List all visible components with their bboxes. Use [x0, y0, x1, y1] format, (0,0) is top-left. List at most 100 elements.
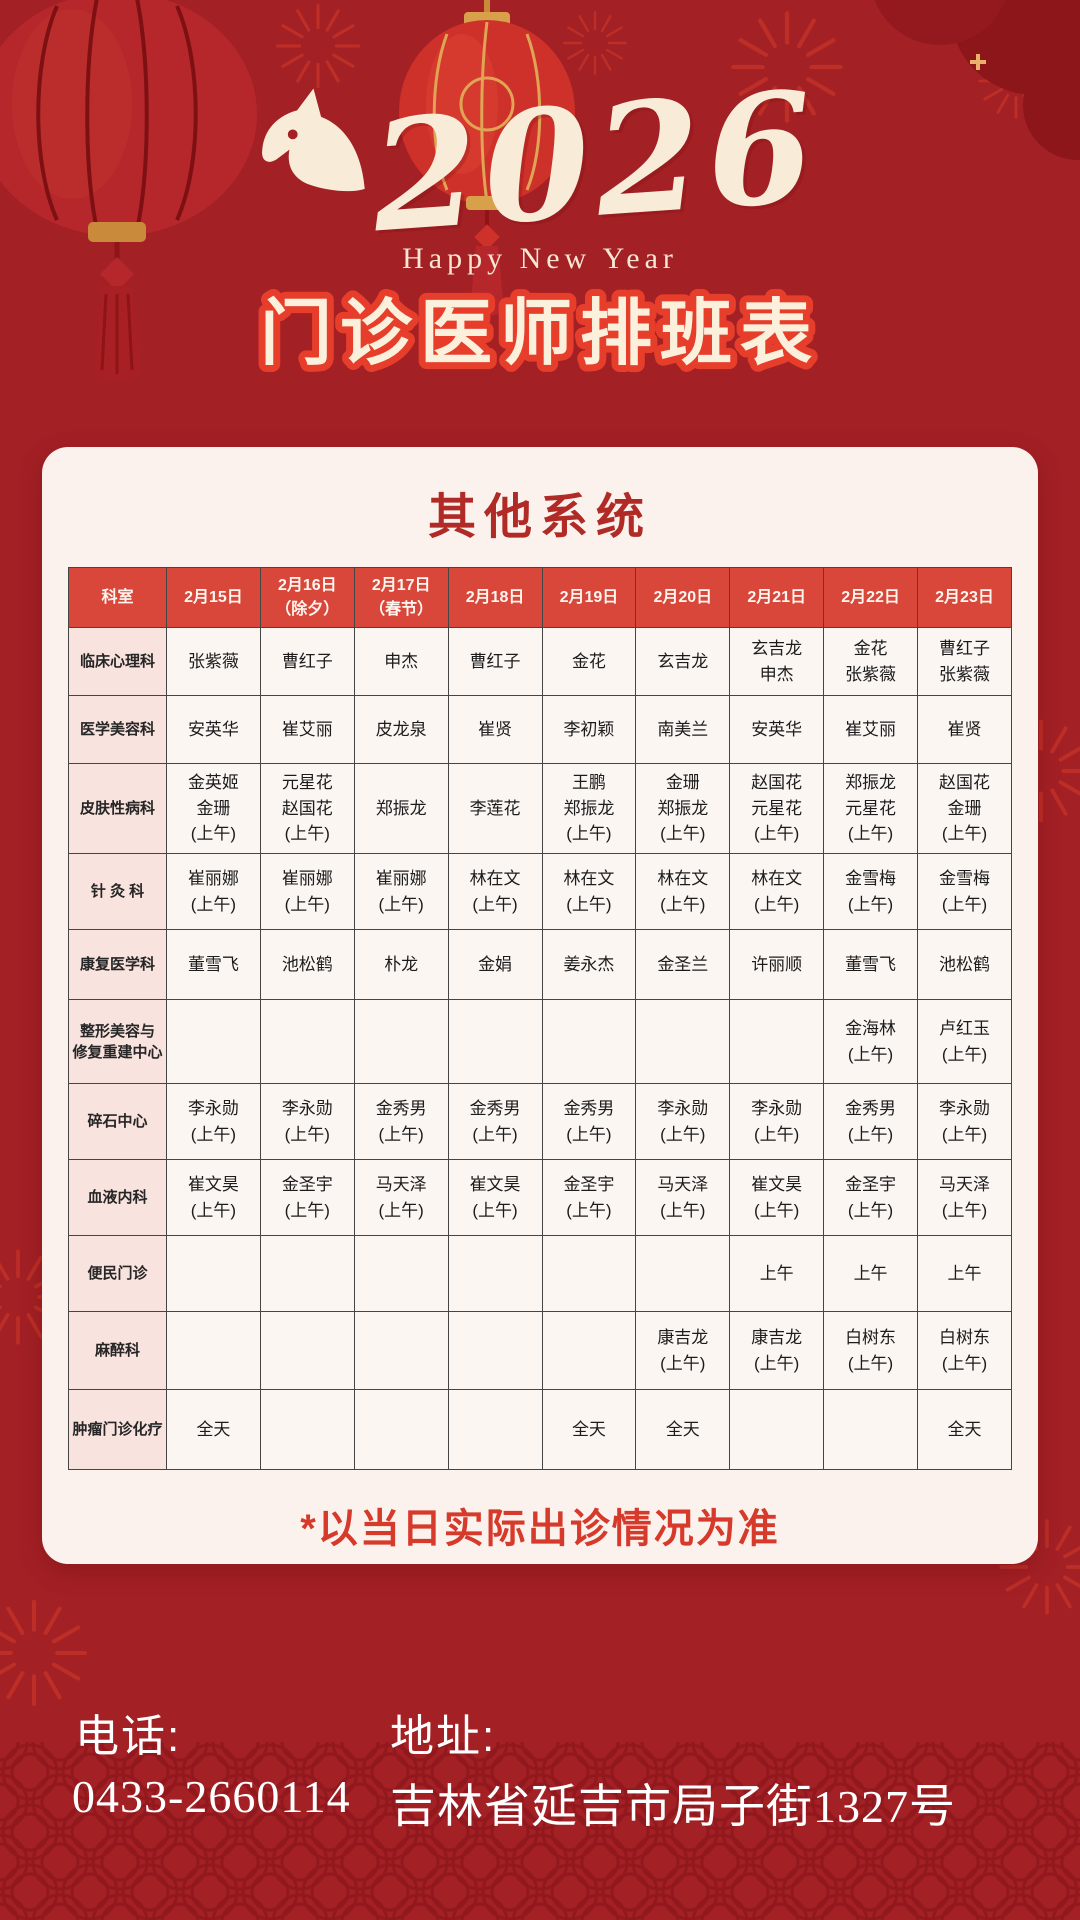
schedule-cell: [823, 1389, 918, 1470]
table-row: 血液内科 崔文昊 (上午) 金圣宇 (上午) 马天泽 (上午) 崔文昊 (上午) 金圣宇 …: [68, 1159, 1012, 1236]
schedule-cell: [447, 1235, 543, 1312]
schedule-cell: [353, 1389, 449, 1470]
schedule-cell: 董雪飞: [823, 929, 918, 1000]
schedule-card: 其他系统 科室 2月15日 2月16日 （除夕） 2月17日 （春节） 2月18日 2月1…: [42, 447, 1038, 1564]
dept-cell: 医学美容科: [68, 695, 167, 764]
schedule-cell: 李莲花: [447, 763, 543, 854]
schedule-cell: 元星花 赵国花 (上午): [259, 763, 355, 854]
schedule-cell: 崔丽娜 (上午): [353, 853, 449, 930]
schedule-table: 科室 2月15日 2月16日 （除夕） 2月17日 （春节） 2月18日 2月19日 2月2…: [68, 567, 1012, 1470]
schedule-cell: 姜永杰: [541, 929, 637, 1000]
dept-cell: 临床心理科: [68, 627, 167, 696]
schedule-cell: 金秀男 (上午): [823, 1083, 918, 1160]
schedule-cell: 安英华: [166, 695, 261, 764]
schedule-cell: 玄吉龙 申杰: [729, 627, 825, 696]
dept-cell: 肿瘤门诊化疗: [68, 1389, 167, 1470]
table-row: 麻醉科 康吉龙 (上午) 康吉龙 (上午) 白树东 (上午) 白树东 (上午): [68, 1311, 1012, 1390]
address-label: 地址:: [390, 1712, 497, 1761]
schedule-cell: 崔贤: [917, 695, 1012, 764]
schedule-cell: 崔文昊 (上午): [447, 1159, 543, 1236]
table-row: 碎石中心 李永勋 (上午) 李永勋 (上午) 金秀男 (上午) 金秀男 (上午) 金秀男 …: [68, 1083, 1012, 1160]
schedule-cell: 池松鹤: [917, 929, 1012, 1000]
footnote: *以当日实际出诊情况为准: [300, 1507, 780, 1551]
schedule-cell: 申杰: [353, 627, 449, 696]
header-date: 2月21日: [729, 567, 825, 628]
schedule-cell: 安英华: [729, 695, 825, 764]
schedule-cell: 金雪梅 (上午): [823, 853, 918, 930]
schedule-cell: 全天: [917, 1389, 1012, 1470]
dept-cell: 皮肤性病科: [68, 763, 167, 854]
schedule-cell: 康吉龙 (上午): [635, 1311, 731, 1390]
header-date: 2月19日: [541, 567, 637, 628]
schedule-cell: 白树东 (上午): [917, 1311, 1012, 1390]
schedule-cell: [447, 999, 543, 1084]
schedule-cell: 林在文 (上午): [447, 853, 543, 930]
schedule-cell: 南美兰: [635, 695, 731, 764]
schedule-cell: 金花: [541, 627, 637, 696]
firework-icon: [560, 8, 630, 78]
schedule-cell: 白树东 (上午): [823, 1311, 918, 1390]
schedule-cell: [635, 1235, 731, 1312]
schedule-table-body: 临床心理科 张紫薇 曹红子 申杰 曹红子 金花 玄吉龙 玄吉龙 申杰 金花 张紫薇 曹红子 张紫薇…: [68, 627, 1012, 1470]
schedule-cell: 池松鹤: [259, 929, 355, 1000]
schedule-cell: 李永勋 (上午): [729, 1083, 825, 1160]
year-text: 2026: [366, 56, 826, 267]
schedule-cell: 金秀男 (上午): [447, 1083, 543, 1160]
schedule-cell: 崔艾丽: [259, 695, 355, 764]
dept-cell: 便民门诊: [68, 1235, 167, 1312]
schedule-cell: 全天: [166, 1389, 261, 1470]
schedule-cell: [166, 1311, 261, 1390]
schedule-cell: 许丽顺: [729, 929, 825, 1000]
header-date: 2月17日 （春节）: [353, 567, 449, 628]
dept-cell: 整形美容与 修复重建中心: [68, 999, 167, 1084]
schedule-cell: [259, 1389, 355, 1470]
greeting-text: Happy New Year: [402, 242, 678, 275]
table-row: 肿瘤门诊化疗 全天 全天 全天 全天: [68, 1389, 1012, 1470]
schedule-cell: 董雪飞: [166, 929, 261, 1000]
schedule-cell: 卢红玉 (上午): [917, 999, 1012, 1084]
schedule-cell: 康吉龙 (上午): [729, 1311, 825, 1390]
schedule-cell: 上午: [917, 1235, 1012, 1312]
schedule-cell: 金圣宇 (上午): [823, 1159, 918, 1236]
schedule-cell: 崔艾丽: [823, 695, 918, 764]
table-row: 针 灸 科崔丽娜 (上午) 崔丽娜 (上午) 崔丽娜 (上午) 林在文 (上午) 林在文…: [68, 853, 1012, 930]
schedule-table-head-row: 科室 2月15日 2月16日 （除夕） 2月17日 （春节） 2月18日 2月19日 2月2…: [68, 567, 1012, 628]
schedule-cell: 崔文昊 (上午): [166, 1159, 261, 1236]
schedule-cell: [729, 1389, 825, 1470]
schedule-cell: 上午: [823, 1235, 918, 1312]
schedule-cell: [447, 1389, 543, 1470]
schedule-cell: 崔贤: [447, 695, 543, 764]
schedule-cell: [166, 1235, 261, 1312]
schedule-cell: 林在文 (上午): [635, 853, 731, 930]
schedule-cell: 李永勋 (上午): [917, 1083, 1012, 1160]
dept-cell: 血液内科: [68, 1159, 167, 1236]
schedule-cell: 马天泽 (上午): [353, 1159, 449, 1236]
dept-cell: 麻醉科: [68, 1311, 167, 1390]
header-date: 2月18日: [447, 567, 543, 628]
schedule-cell: 林在文 (上午): [729, 853, 825, 930]
table-row: 康复医学科 董雪飞 池松鹤 朴龙 金娟 姜永杰 金圣兰 许丽顺 董雪飞 池松鹤: [68, 929, 1012, 1000]
schedule-cell: [353, 1235, 449, 1312]
phone-number: 0433-2660114: [72, 1771, 351, 1822]
schedule-cell: 金雪梅 (上午): [917, 853, 1012, 930]
schedule-cell: 曹红子: [447, 627, 543, 696]
schedule-cell: 朴龙: [353, 929, 449, 1000]
schedule-cell: 全天: [541, 1389, 637, 1470]
schedule-cell: 上午: [729, 1235, 825, 1312]
schedule-cell: 崔丽娜 (上午): [259, 853, 355, 930]
address-text: 吉林省延吉市局子街1327号: [390, 1781, 956, 1832]
schedule-cell: 金花 张紫薇: [823, 627, 918, 696]
schedule-cell: [541, 999, 637, 1084]
dept-cell: 碎石中心: [68, 1083, 167, 1160]
schedule-cell: 郑振龙 元星花 (上午): [823, 763, 918, 854]
schedule-cell: 金珊 郑振龙 (上午): [635, 763, 731, 854]
header-date: 2月22日: [823, 567, 918, 628]
header-dept: 科室: [68, 567, 167, 628]
poster-title: 门诊医师排班表: [253, 287, 819, 381]
schedule-cell: 李永勋 (上午): [166, 1083, 261, 1160]
schedule-cell: [166, 999, 261, 1084]
schedule-cell: 马天泽 (上午): [635, 1159, 731, 1236]
schedule-cell: 林在文 (上午): [541, 853, 637, 930]
table-row: 皮肤性病科 金英姬 金珊 (上午) 元星花 赵国花 (上午) 郑振龙 李莲花 王鹏 郑振龙…: [68, 763, 1012, 854]
schedule-cell: 金海林 (上午): [823, 999, 918, 1084]
